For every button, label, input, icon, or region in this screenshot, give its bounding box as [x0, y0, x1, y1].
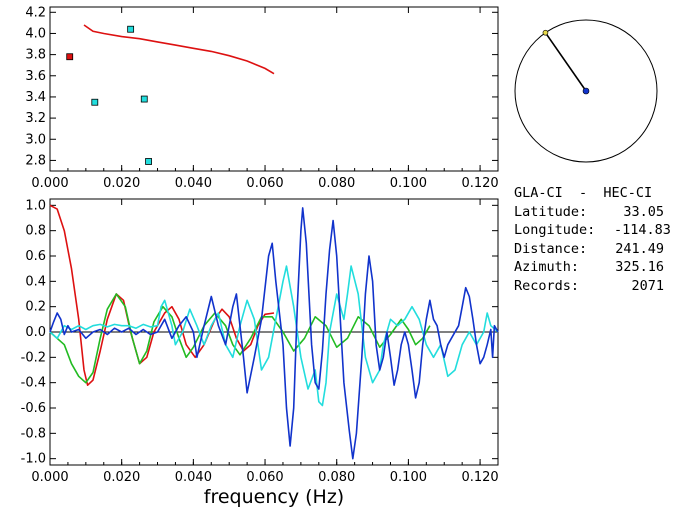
compass-circle: [514, 19, 658, 163]
azimuth-value: 325.16: [615, 259, 664, 276]
top-y-tick-label: 2.8: [25, 153, 46, 168]
bottom-y-tick-label: -0.2: [21, 350, 46, 365]
azimuth-row: Azimuth: 325.16: [514, 258, 664, 277]
bottom-y-tick-label: -1.0: [21, 452, 46, 467]
azimuth-compass: [514, 19, 658, 163]
bottom-y-tick-label: -0.8: [21, 426, 46, 441]
top-plot-frame: [49, 6, 499, 172]
longitude-row: Longitude: -114.83: [514, 221, 671, 240]
bottom-y-tick-label: 1.0: [25, 198, 46, 213]
top-x-tick-label: 0.000: [31, 176, 68, 191]
bottom-y-tick-label: 0.2: [25, 300, 46, 315]
records-row: Records: 2071: [514, 277, 664, 296]
records-value: 2071: [631, 277, 664, 294]
distance-label: Distance:: [514, 240, 588, 257]
bottom-x-tick-label: 0.000: [31, 470, 68, 485]
bottom-y-tick-label: -0.4: [21, 376, 46, 391]
top-y-tick-label: 4.2: [25, 5, 46, 20]
dispersion-curve: [83, 24, 275, 75]
azimuth-needle: [544, 32, 587, 92]
series-line-0: [49, 204, 275, 387]
data-point: [66, 53, 74, 61]
data-point: [127, 25, 135, 33]
top-y-tick-label: 3.0: [25, 132, 46, 147]
dispersion-panel: 0.000 0.020 0.040 0.060 0.080 0.100 0.120 2.8 3.…: [25, 5, 498, 191]
top-x-tick-label: 0.040: [175, 176, 212, 191]
top-y-tick-label: 4.0: [25, 26, 46, 41]
x-axis-title: frequency (Hz): [204, 486, 344, 508]
bottom-x-tick-label: 0.060: [246, 470, 283, 485]
station-marker: [582, 87, 590, 95]
top-x-tick-label: 0.100: [390, 176, 427, 191]
top-x-tick-label: 0.060: [246, 176, 283, 191]
data-point: [145, 158, 152, 165]
bottom-y-tick-label: -0.6: [21, 401, 46, 416]
data-point: [140, 95, 148, 103]
bottom-y-tick-label: 0.6: [25, 249, 46, 264]
source-marker: [542, 29, 549, 36]
top-x-tick-label: 0.020: [103, 176, 140, 191]
bottom-x-tick-label: 0.080: [318, 470, 355, 485]
bottom-y-tick-label: 0.0: [25, 325, 46, 340]
latitude-row: Latitude: 33.05: [514, 203, 664, 222]
station-pair: GLA-CI - HEC-CI: [514, 185, 653, 201]
distance-value: 241.49: [615, 240, 664, 257]
latitude-value: 33.05: [623, 203, 664, 220]
longitude-label: Longitude:: [514, 222, 596, 239]
series-line-3: [49, 207, 499, 460]
correlation-panel: 0.000 0.020 0.040 0.060 0.080 0.100 0.120 1.0 0.…: [21, 198, 499, 485]
top-y-tick-label: 3.2: [25, 111, 46, 126]
top-y-tick-label: 3.4: [25, 90, 46, 105]
bottom-x-tick-label: 0.020: [103, 470, 140, 485]
bottom-y-tick-label: 0.4: [25, 274, 46, 289]
top-y-tick-label: 3.8: [25, 48, 46, 63]
distance-row: Distance: 241.49: [514, 240, 664, 259]
top-x-tick-label: 0.120: [461, 176, 498, 191]
latitude-label: Latitude:: [514, 203, 588, 220]
bottom-x-tick-label: 0.100: [390, 470, 427, 485]
longitude-value: -114.83: [614, 222, 671, 239]
series-line-2: [49, 265, 499, 407]
azimuth-label: Azimuth:: [514, 259, 580, 276]
bottom-x-tick-label: 0.040: [175, 470, 212, 485]
station-info: GLA-CI - HEC-CI Latitude: 33.05 Longitude…: [514, 184, 671, 296]
data-point: [91, 98, 99, 106]
top-x-tick-label: 0.080: [318, 176, 355, 191]
bottom-y-tick-label: 0.8: [25, 224, 46, 239]
records-label: Records:: [514, 277, 580, 294]
series-line-1: [49, 293, 431, 384]
bottom-x-tick-label: 0.120: [461, 470, 498, 485]
top-y-tick-label: 3.6: [25, 69, 46, 84]
